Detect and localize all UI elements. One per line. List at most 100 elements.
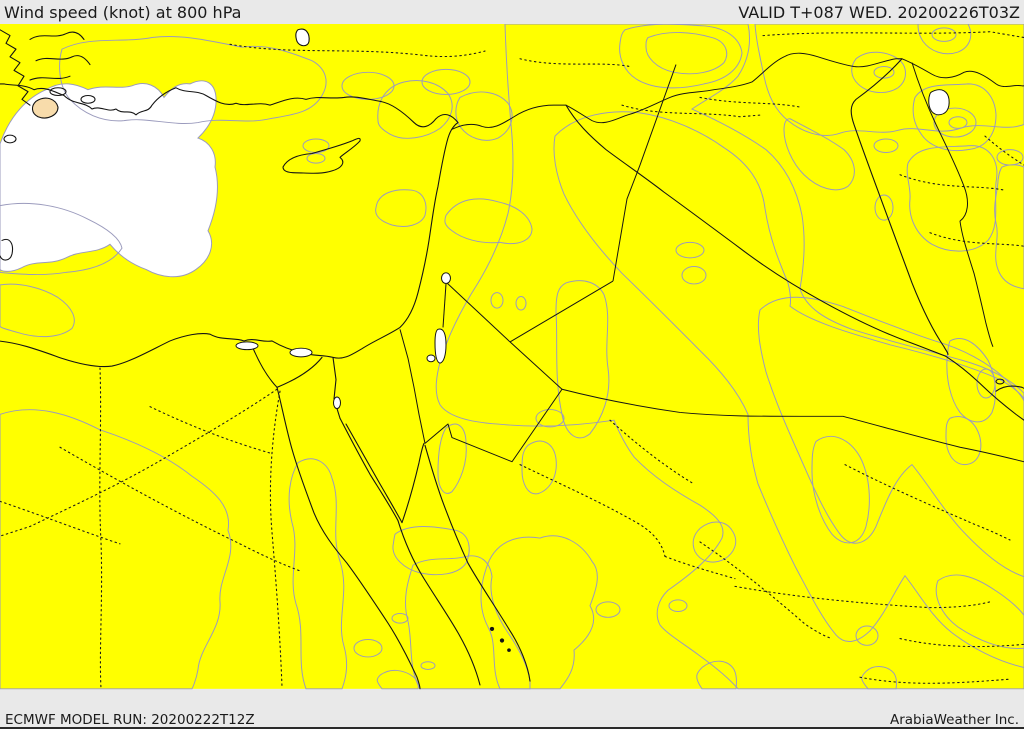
peach-dot-hejaz (595, 601, 621, 618)
border-jordan-saudi (424, 341, 563, 463)
dark-orange-core-3 (945, 416, 982, 466)
peach-spot-jordan (515, 296, 527, 311)
nile-river (276, 386, 421, 690)
orange-blob-van (873, 66, 895, 79)
aegean-coast-4 (29, 75, 71, 81)
yellow-channel (555, 280, 610, 439)
orange-spot-b (681, 266, 707, 285)
aegean-island-2 (80, 94, 96, 104)
dotted-east-2 (929, 232, 1024, 247)
euphrates-river (565, 104, 947, 357)
peach-oval-2 (421, 68, 471, 96)
dotted-egypt-2 (269, 390, 283, 688)
border-jordan-iraq (509, 280, 614, 343)
dotted-saudi-4 (734, 585, 991, 609)
persian-gulf-north-shore (995, 385, 1024, 392)
cyprus-coast (282, 137, 361, 174)
deep-orange-core (976, 368, 996, 399)
dark-orange-core-2 (811, 436, 870, 544)
gulf-suez-west-shore (339, 417, 399, 522)
gold-blob-van (851, 51, 906, 93)
redsea-west-shore (397, 520, 481, 686)
yellow-wedge (0, 202, 123, 276)
dotted-turkey-1 (229, 43, 486, 58)
delta-lake-east (289, 347, 313, 358)
rhodes-island (31, 97, 59, 119)
border-turkey-chain (451, 52, 1024, 130)
dotted-iran-1 (984, 135, 1024, 166)
dotted-egypt-4 (0, 500, 121, 545)
orange-core-ne (645, 31, 728, 75)
redsea-island-1 (489, 626, 495, 631)
orange-spot-d (861, 666, 897, 690)
aegean-island-1 (49, 87, 67, 97)
aegean-island-3 (3, 134, 17, 144)
coastline-layer (0, 28, 1024, 690)
border-syria-jordan (446, 282, 511, 343)
bitter-lakes (333, 396, 341, 410)
lake-urmia (928, 89, 950, 116)
calm-area-mediterranean (0, 80, 218, 278)
header-bar: Wind speed (knot) at 800 hPa VALID T+087… (0, 0, 1024, 24)
redsea-east-shore (424, 444, 531, 682)
calm-spot-nile2 (420, 661, 436, 670)
peach-strip-east (994, 164, 1024, 290)
coastline-egypt-levant-turkey (0, 83, 459, 368)
peach-band-egypt-s (288, 458, 348, 690)
delta-lake-west (235, 341, 259, 351)
calm-spot-e (996, 149, 1024, 166)
border-egypt-israel (399, 329, 426, 444)
peach-dot-e1 (873, 138, 899, 153)
peach-blob-redsea-w (392, 526, 470, 576)
dead-sea-south (426, 354, 436, 363)
yellow-island-3 (668, 599, 688, 612)
dead-sea (434, 328, 447, 364)
orange-corner-ne (931, 27, 957, 42)
peach-region-ne (754, 24, 1024, 136)
aegean-coast-3 (35, 55, 91, 66)
redsea-island-2 (499, 638, 505, 643)
gold-corner-ne (917, 24, 972, 55)
dotted-top-2 (621, 104, 764, 118)
nile-delta-east (276, 356, 323, 388)
turkish-lake (295, 28, 310, 47)
orange-wind-core (757, 296, 1024, 578)
peach-region-zagros (906, 145, 998, 252)
peach-region-hejaz (480, 535, 598, 690)
gulf-suez-east-shore (345, 423, 403, 524)
calm-se-cyprus (375, 189, 427, 227)
gulf-island (995, 378, 1005, 385)
dark-core-iran (948, 116, 968, 129)
calm-spot-nile1 (391, 612, 409, 624)
peach-patch-sinai-1 (437, 423, 467, 494)
peach-band-syria (444, 198, 533, 245)
border-iran-iraq (911, 62, 994, 347)
dark-orange-core-1 (946, 338, 996, 423)
dotted-egypt-libya (99, 367, 103, 690)
aegean-coast-2 (29, 31, 85, 40)
peach-dot-e2 (874, 194, 894, 221)
peach-patch-hatay (455, 91, 513, 141)
amber-patch-ne (619, 24, 743, 89)
orange-spot-jordan (490, 292, 504, 309)
karpathos-island (0, 238, 14, 261)
dotted-border-layer (0, 31, 1024, 690)
border-layer (399, 52, 1024, 463)
dotted-egypt-5 (149, 406, 271, 454)
nile-delta-west (251, 345, 278, 388)
calm-area-west (0, 283, 75, 338)
dotted-egypt-1 (0, 388, 278, 537)
gulf-aqaba-west-shore (401, 442, 425, 524)
dotted-turkey-2 (519, 58, 631, 68)
border-syria-iraq (612, 64, 677, 282)
sea-of-galilee (441, 272, 451, 284)
orange-spot-c (855, 625, 879, 646)
footer-bar: ECMWF MODEL RUN: 20200222T12Z ArabiaWeat… (0, 712, 1024, 729)
dotted-se-2 (859, 676, 1011, 684)
calm-redsea (405, 555, 531, 690)
dotted-top-1 (762, 31, 1024, 39)
yellow-island-2 (696, 660, 737, 690)
tigris-river (850, 58, 949, 356)
model-run-label: ECMWF MODEL RUN: 20200222T12Z (5, 711, 255, 728)
peach-band-turkey (59, 36, 327, 124)
